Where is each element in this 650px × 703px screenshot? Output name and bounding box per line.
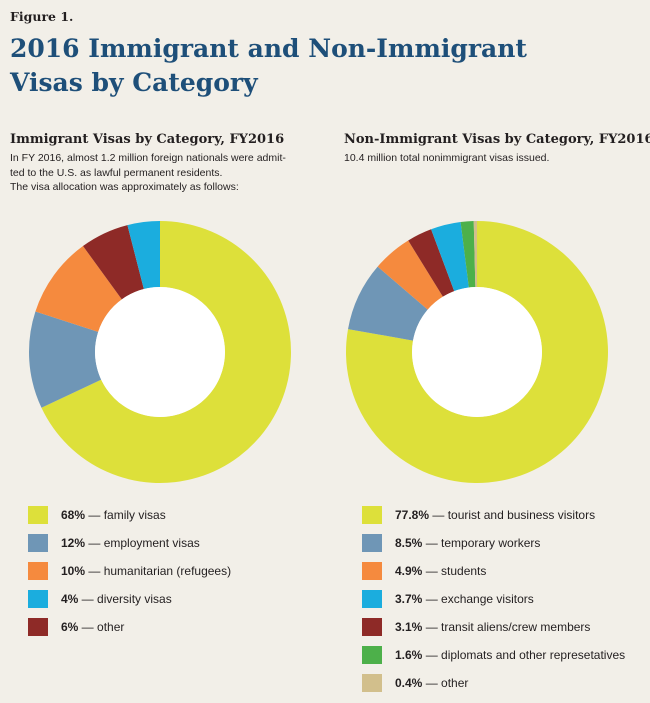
immigrant-chart-panel: Immigrant Visas by Category, FY2016 In F…: [10, 132, 320, 195]
nonimmigrant-legend-item: 77.8% — tourist and business visitors: [362, 501, 625, 529]
immigrant-slice-family-visas: [41, 221, 292, 483]
legend-value: 77.8%: [395, 508, 430, 522]
legend-separator: —: [422, 620, 442, 634]
immigrant-slice-diversity-visas: [127, 221, 160, 290]
immigrant-legend: 68% — family visas 12% — employment visas…: [28, 501, 231, 641]
legend-separator: —: [422, 648, 442, 662]
immigrant-legend-item: 6% — other: [28, 613, 231, 641]
immigrant-desc-line-1: In FY 2016, almost 1.2 million foreign n…: [10, 152, 286, 164]
legend-swatch: [362, 618, 382, 636]
nonimmigrant-legend-item: 3.1% — transit aliens/crew members: [362, 613, 625, 641]
immigrant-slice-employment-visas: [28, 311, 102, 408]
legend-separator: —: [85, 564, 104, 578]
immigrant-chart-description: In FY 2016, almost 1.2 million foreign n…: [10, 151, 320, 195]
nonimmigrant-slice-diplomats-and-other-represetatives: [460, 221, 476, 288]
legend-label: tourist and business visitors: [447, 508, 596, 522]
nonimmigrant-donut-hole: [412, 287, 542, 417]
legend-value: 6%: [61, 620, 79, 634]
nonimmigrant-chart-title: Non-Immigrant Visas by Category, FY2016: [344, 132, 650, 147]
nonimmigrant-donut-chart: [345, 221, 608, 483]
legend-value: 3.1%: [395, 620, 423, 634]
immigrant-donut-hole: [95, 287, 225, 417]
main-title-line-2: Visas by Category: [10, 68, 258, 97]
legend-label: humanitarian (refugees): [103, 564, 232, 578]
legend-swatch: [28, 562, 48, 580]
legend-value: 12%: [61, 536, 86, 550]
legend-swatch: [28, 506, 48, 524]
nonimmigrant-slice-students: [377, 240, 443, 310]
nonimmigrant-slice-tourist-and-business-visitors: [345, 221, 608, 483]
legend-separator: —: [422, 676, 442, 690]
legend-label: exchange visitors: [441, 592, 534, 606]
legend-separator: —: [422, 592, 442, 606]
legend-label: employment visas: [103, 536, 200, 550]
nonimmigrant-slice-exchange-visitors: [431, 222, 469, 292]
legend-value: 3.7%: [395, 592, 423, 606]
legend-swatch: [362, 534, 382, 552]
immigrant-chart-title: Immigrant Visas by Category, FY2016: [10, 132, 285, 147]
legend-separator: —: [78, 592, 98, 606]
legend-separator: —: [85, 508, 104, 522]
legend-separator: —: [429, 508, 448, 522]
nonimmigrant-chart-panel: Non-Immigrant Visas by Category, FY2016 …: [344, 132, 650, 166]
immigrant-slice-humanitarian-refugees-: [35, 246, 122, 332]
legend-swatch: [362, 506, 382, 524]
legend-separator: —: [422, 564, 442, 578]
nonimmigrant-desc-line-1: 10.4 million total nonimmigrant visas is…: [344, 152, 550, 164]
nonimmigrant-slice-other: [473, 221, 477, 288]
main-title: 2016 Immigrant and Non-Immigrant Visas b…: [10, 32, 630, 100]
nonimmigrant-legend-item: 4.9% — students: [362, 557, 625, 585]
legend-label: diversity visas: [97, 592, 172, 606]
legend-swatch: [28, 534, 48, 552]
immigrant-legend-item: 12% — employment visas: [28, 529, 231, 557]
legend-swatch: [362, 674, 382, 692]
nonimmigrant-legend-item: 0.4% — other: [362, 669, 625, 697]
nonimmigrant-legend: 77.8% — tourist and business visitors 8.5…: [362, 501, 625, 697]
immigrant-legend-item: 4% — diversity visas: [28, 585, 231, 613]
legend-label: temporary workers: [441, 536, 541, 550]
legend-value: 0.4%: [395, 676, 423, 690]
immigrant-desc-line-2: ted to the U.S. as lawful permanent resi…: [10, 166, 223, 179]
legend-swatch: [28, 618, 48, 636]
legend-value: 8.5%: [395, 536, 423, 550]
legend-swatch: [28, 590, 48, 608]
legend-value: 10%: [61, 564, 86, 578]
legend-swatch: [362, 562, 382, 580]
legend-label: transit aliens/crew members: [441, 620, 591, 634]
legend-swatch: [362, 590, 382, 608]
legend-value: 68%: [61, 508, 86, 522]
immigrant-legend-item: 10% — humanitarian (refugees): [28, 557, 231, 585]
nonimmigrant-legend-item: 3.7% — exchange visitors: [362, 585, 625, 613]
immigrant-donut-chart: [28, 221, 292, 483]
immigrant-desc-line-3: The visa allocation was approximately as…: [10, 181, 239, 193]
legend-label: diplomats and other represetatives: [441, 648, 626, 662]
nonimmigrant-legend-item: 1.6% — diplomats and other represetative…: [362, 641, 625, 669]
nonimmigrant-chart-description: 10.4 million total nonimmigrant visas is…: [344, 151, 650, 166]
legend-label: other: [441, 676, 469, 690]
legend-separator: —: [78, 620, 98, 634]
nonimmigrant-slice-temporary-workers: [348, 266, 428, 341]
legend-label: other: [97, 620, 125, 634]
main-title-line-1: 2016 Immigrant and Non-Immigrant: [10, 34, 527, 63]
immigrant-legend-item: 68% — family visas: [28, 501, 231, 529]
legend-value: 4.9%: [395, 564, 423, 578]
legend-label: students: [441, 564, 487, 578]
immigrant-slice-other: [83, 225, 144, 300]
nonimmigrant-legend-item: 8.5% — temporary workers: [362, 529, 625, 557]
figure-label: Figure 1.: [10, 9, 74, 24]
legend-label: family visas: [103, 508, 166, 522]
legend-separator: —: [85, 536, 104, 550]
legend-swatch: [362, 646, 382, 664]
legend-separator: —: [422, 536, 442, 550]
nonimmigrant-slice-transit-aliens-crew-members: [408, 229, 455, 297]
legend-value: 1.6%: [395, 648, 423, 662]
legend-value: 4%: [61, 592, 79, 606]
